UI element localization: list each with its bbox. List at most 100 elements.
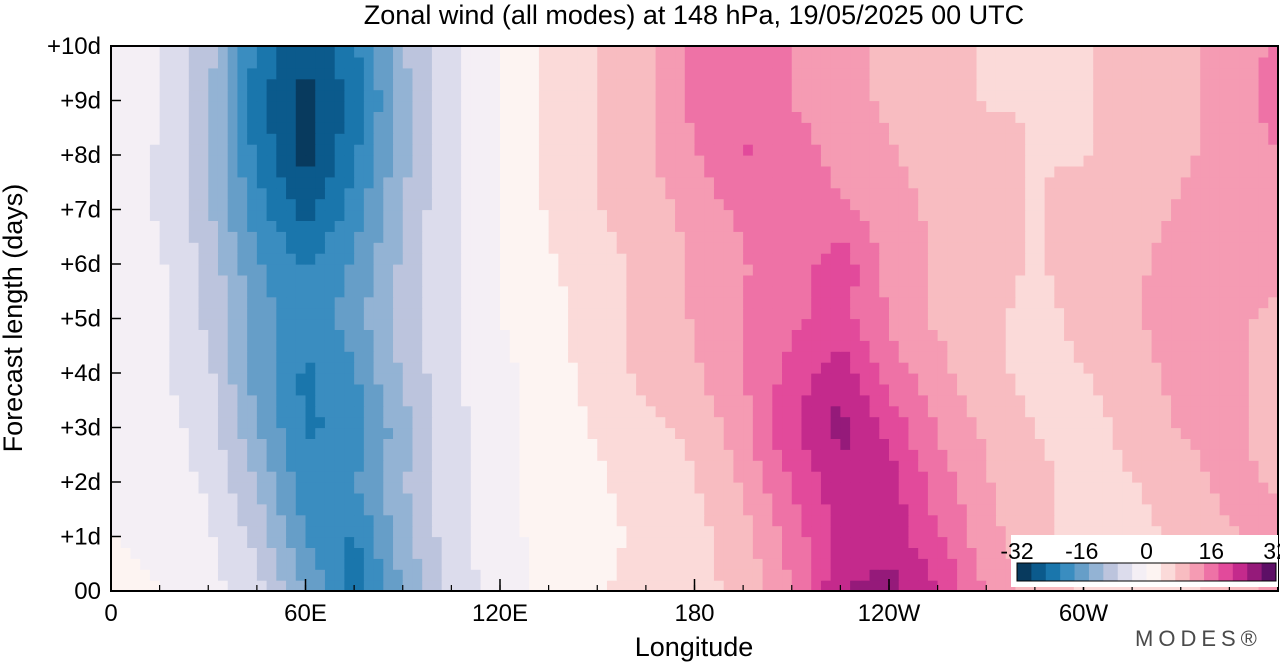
wind-cell xyxy=(149,427,161,439)
wind-cell xyxy=(616,394,628,407)
wind-cell xyxy=(159,155,170,167)
wind-cell xyxy=(431,176,443,189)
wind-cell xyxy=(791,416,803,429)
wind-cell xyxy=(1219,307,1230,320)
wind-cell xyxy=(762,471,773,483)
wind-cell xyxy=(1005,503,1017,516)
wind-cell xyxy=(286,373,297,385)
wind-cell xyxy=(393,514,404,527)
wind-cell xyxy=(237,503,248,516)
wind-cell xyxy=(616,482,628,494)
wind-cell xyxy=(1083,220,1094,232)
wind-cell xyxy=(247,144,258,156)
wind-cell xyxy=(1229,503,1240,516)
wind-cell xyxy=(636,373,647,385)
wind-cell xyxy=(120,427,132,439)
wind-cell xyxy=(1054,405,1065,418)
wind-cell xyxy=(256,460,268,472)
wind-cell xyxy=(431,351,443,363)
wind-cell xyxy=(791,569,803,581)
wind-cell xyxy=(188,144,200,156)
wind-cell xyxy=(1190,438,1201,450)
wind-cell xyxy=(616,264,628,276)
wind-cell xyxy=(1248,373,1260,385)
wind-cell xyxy=(324,242,336,254)
wind-cell xyxy=(937,264,948,276)
wind-cell xyxy=(791,492,803,505)
wind-cell xyxy=(1258,187,1269,200)
wind-cell xyxy=(276,362,287,374)
wind-cell xyxy=(568,471,579,483)
wind-cell xyxy=(762,253,773,265)
wind-cell xyxy=(801,416,812,429)
wind-cell xyxy=(1044,296,1055,309)
wind-cell xyxy=(898,176,910,189)
wind-cell xyxy=(1229,471,1240,483)
wind-cell xyxy=(111,187,122,200)
wind-cell xyxy=(568,405,579,418)
wind-cell xyxy=(198,405,209,418)
wind-cell xyxy=(859,253,871,265)
wind-cell xyxy=(869,362,880,374)
wind-cell xyxy=(509,351,521,363)
wind-cell xyxy=(966,405,978,418)
wind-cell xyxy=(762,285,773,298)
wind-cell xyxy=(1239,198,1250,211)
wind-cell xyxy=(159,438,170,450)
wind-cell xyxy=(324,144,336,156)
wind-cell xyxy=(616,329,628,341)
wind-cell xyxy=(1083,264,1094,276)
wind-cell xyxy=(315,449,326,461)
wind-cell xyxy=(1268,165,1278,178)
wind-cell xyxy=(315,144,326,156)
wind-cell xyxy=(733,383,744,396)
wind-cell xyxy=(791,427,803,439)
wind-cell xyxy=(762,165,773,178)
wind-cell xyxy=(149,144,161,156)
wind-cell xyxy=(723,471,734,483)
wind-cell xyxy=(947,547,958,559)
wind-cell xyxy=(500,405,511,418)
wind-cell xyxy=(354,416,365,429)
wind-cell xyxy=(1064,176,1075,189)
wind-cell xyxy=(655,264,666,276)
wind-cell xyxy=(655,329,666,341)
wind-cell xyxy=(723,155,734,167)
wind-cell xyxy=(957,264,968,276)
wind-cell xyxy=(227,307,239,320)
wind-cell xyxy=(149,580,161,591)
wind-cell xyxy=(422,133,433,145)
wind-cell xyxy=(188,514,200,527)
wind-cell xyxy=(286,394,297,407)
wind-cell xyxy=(315,253,326,265)
wind-cell xyxy=(986,471,997,483)
wind-cell xyxy=(256,329,268,341)
wind-cell xyxy=(1219,373,1230,385)
wind-cell xyxy=(529,253,540,265)
wind-cell xyxy=(451,373,462,385)
wind-cell xyxy=(538,285,550,298)
wind-cell xyxy=(1190,144,1201,156)
wind-cell xyxy=(1102,427,1114,439)
wind-cell xyxy=(169,547,180,559)
wind-cell xyxy=(1044,176,1055,189)
wind-cell xyxy=(1200,253,1211,265)
wind-cell xyxy=(752,176,764,189)
wind-cell xyxy=(1190,176,1201,189)
wind-cell xyxy=(383,580,394,591)
wind-cell xyxy=(441,187,452,200)
wind-cell xyxy=(762,492,773,505)
wind-cell xyxy=(159,492,170,505)
wind-cell xyxy=(286,383,297,396)
wind-cell xyxy=(1015,253,1026,265)
wind-cell xyxy=(1229,351,1240,363)
wind-cell xyxy=(597,460,608,472)
wind-cell xyxy=(179,296,190,309)
wind-cell xyxy=(782,176,793,189)
wind-cell xyxy=(1005,351,1017,363)
wind-cell xyxy=(811,547,822,559)
wind-cell xyxy=(1025,296,1036,309)
wind-cell xyxy=(577,471,589,483)
wind-cell xyxy=(1054,329,1065,341)
wind-cell xyxy=(1248,503,1260,516)
